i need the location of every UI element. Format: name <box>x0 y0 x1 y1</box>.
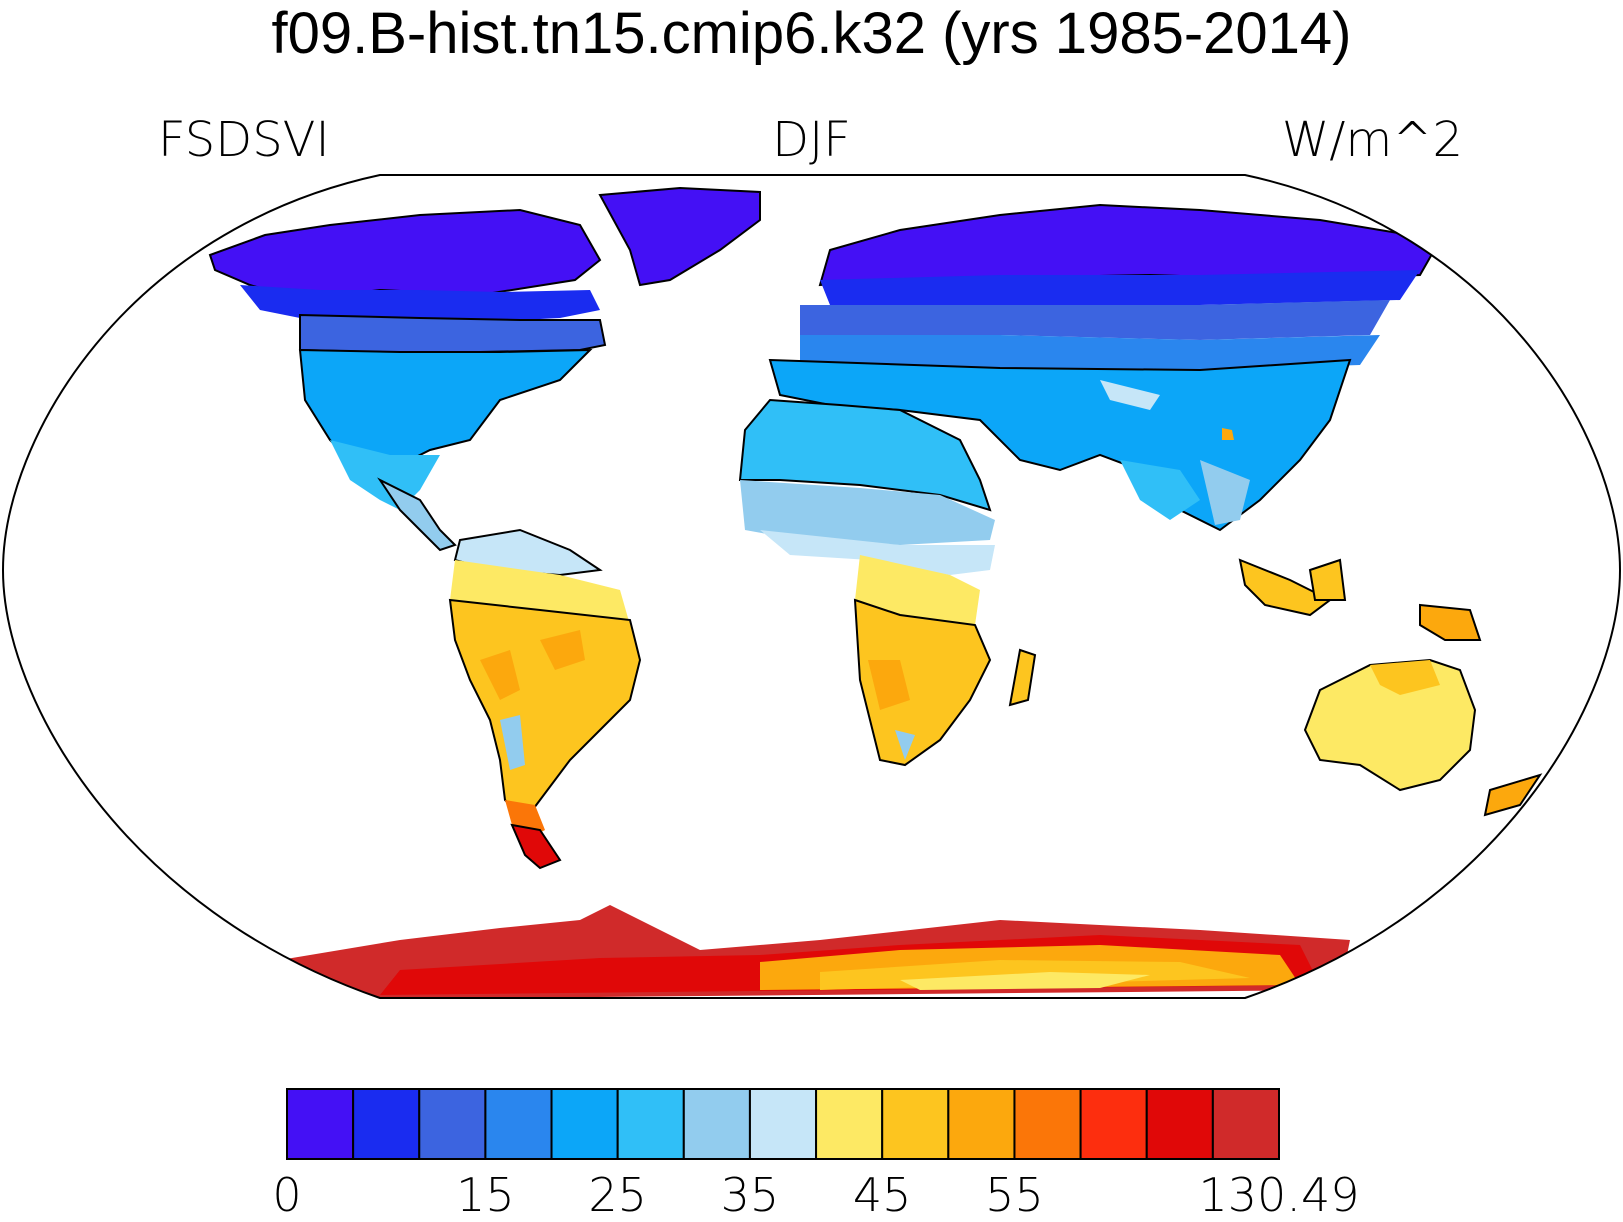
colorbar-box <box>682 1088 751 1160</box>
south-america-landmass <box>448 528 642 870</box>
colorbar-box <box>550 1088 619 1160</box>
maritime-asia-landmass <box>1238 558 1482 641</box>
colorbar-tick-label: 55 <box>985 1168 1044 1222</box>
colorbar-tick-label: 130.49 <box>1198 1168 1360 1222</box>
africa-landmass <box>738 398 1037 767</box>
colorbar-tick-label: 0 <box>272 1168 302 1222</box>
greenland-landmass <box>598 186 761 287</box>
colorbar-box <box>815 1088 884 1160</box>
colorbar-box <box>484 1088 553 1160</box>
colorbar-box <box>616 1088 685 1160</box>
eurasia-landmass <box>768 203 1442 532</box>
colorbar-tick-label: 15 <box>456 1168 515 1222</box>
world-map <box>1 174 1622 999</box>
antarctica-landmass <box>280 905 1350 998</box>
colorbar-tick-label: 25 <box>588 1168 647 1222</box>
north-america-landmass <box>208 208 607 552</box>
colorbar-box <box>947 1088 1016 1160</box>
colorbar-box <box>286 1088 355 1160</box>
colorbar-box <box>748 1088 818 1160</box>
colorbar-box <box>418 1088 487 1160</box>
season-label: DJF <box>772 112 851 168</box>
colorbar-box <box>881 1088 950 1160</box>
variable-label: FSDSVI <box>158 112 330 168</box>
units-label: W/m^2 <box>1281 112 1463 168</box>
colorbar-tick-label: 45 <box>852 1168 912 1222</box>
australia-landmass <box>1303 658 1543 817</box>
colorbar-box <box>1211 1088 1281 1160</box>
colorbar-box <box>352 1088 421 1160</box>
map-border <box>1 174 1622 999</box>
colorbar-tick-label: 35 <box>720 1168 780 1222</box>
colorbar-box <box>1079 1088 1148 1160</box>
colorbar-box <box>1013 1088 1082 1160</box>
map-title: f09.B-hist.tn15.cmip6.k32 (yrs 1985-2014… <box>271 1 1352 66</box>
colorbar-box <box>1145 1088 1214 1160</box>
colorbar <box>286 1088 1281 1160</box>
